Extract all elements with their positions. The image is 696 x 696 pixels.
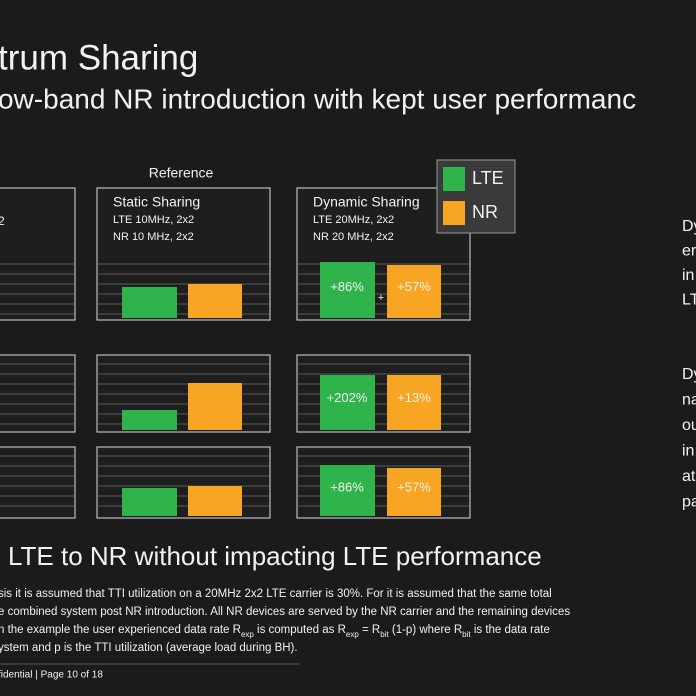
footnote-text: = R	[359, 624, 380, 636]
footer: fidential | Page 10 of 18	[0, 670, 103, 681]
side-text: in	[682, 443, 694, 460]
side-text: Dy	[682, 218, 696, 235]
left-fragment: 2	[0, 214, 5, 228]
nr-bar	[188, 486, 242, 516]
subscript: exp	[241, 630, 254, 639]
nr-gain: +13%	[397, 390, 431, 405]
lte-bar	[122, 488, 177, 516]
footnote-text: is the data rate	[471, 624, 550, 636]
subscript: bit	[380, 630, 389, 639]
column-config: NR 10 MHz, 2x2	[113, 231, 194, 243]
side-text: in	[682, 267, 694, 284]
nr-bar	[387, 375, 441, 430]
footnote-text: ystem and p is the TTI utilization (aver…	[0, 642, 298, 654]
lte-bar	[122, 287, 177, 318]
panel-box	[0, 446, 76, 519]
lte-bar	[122, 410, 177, 430]
column-config: NR 20 MHz, 2x2	[313, 231, 394, 243]
footnote-line: n the example the user experienced data …	[0, 624, 550, 639]
side-text: at	[682, 468, 696, 485]
reference-label: Reference	[149, 165, 214, 181]
column-config: LTE 10MHz, 2x2	[113, 214, 194, 226]
conclusion: LTE to NR without impacting LTE performa…	[8, 541, 542, 571]
footnote-text: is computed as R	[254, 624, 346, 636]
nr-bar	[188, 383, 242, 430]
footnote-text: sis it is assumed that TTI utilization o…	[0, 588, 552, 600]
plus-sign: +	[378, 292, 384, 304]
panel-box	[0, 187, 76, 321]
subtitle: ow-band NR introduction with kept user p…	[0, 83, 636, 114]
lte-bar	[320, 375, 375, 430]
lte-gain: +86%	[330, 479, 364, 494]
column-config: LTE 20MHz, 2x2	[313, 214, 394, 226]
footnote-text: (1-p) where R	[389, 624, 463, 636]
side-text: LT	[682, 292, 696, 309]
footnote-line: sis it is assumed that TTI utilization o…	[0, 588, 552, 600]
legend-swatch	[443, 201, 465, 225]
subscript: exp	[346, 630, 359, 639]
title: trum Sharing	[0, 38, 198, 77]
side-text: Dy	[682, 366, 696, 383]
side-text: pa	[682, 494, 696, 511]
side-text: ou	[682, 417, 696, 434]
nr-gain: +57%	[397, 479, 431, 494]
footnote-text: n the example the user experienced data …	[0, 624, 241, 636]
footnote-line: e combined system post NR introduction. …	[0, 606, 570, 618]
subscript: bit	[462, 630, 471, 639]
side-text: er	[682, 243, 696, 260]
footnote-line: ystem and p is the TTI utilization (aver…	[0, 642, 298, 654]
nr-gain: +57%	[397, 279, 431, 294]
nr-bar	[387, 265, 441, 318]
nr-bar	[188, 284, 242, 318]
footnote-text: e combined system post NR introduction. …	[0, 606, 570, 618]
lte-bar	[320, 262, 375, 318]
column-title: Dynamic Sharing	[313, 194, 420, 210]
legend-label: LTE	[472, 168, 504, 188]
column-title: Static Sharing	[113, 194, 200, 210]
legend-label: NR	[472, 202, 498, 222]
side-text: na	[682, 392, 696, 409]
lte-bar	[320, 465, 375, 516]
legend-swatch	[443, 167, 465, 191]
nr-bar	[387, 468, 441, 516]
lte-gain: +86%	[330, 279, 364, 294]
lte-gain: +202%	[327, 390, 368, 405]
